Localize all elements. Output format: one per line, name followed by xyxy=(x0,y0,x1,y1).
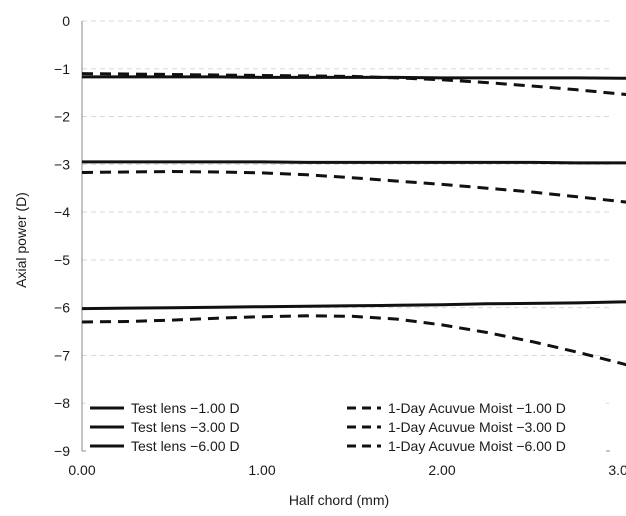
y-tick-label: −3 xyxy=(54,156,70,172)
y-tick-label: −2 xyxy=(54,109,70,125)
legend-label: Test lens −3.00 D xyxy=(131,419,240,435)
series-line-5 xyxy=(81,170,626,204)
x-axis-title: Half chord (mm) xyxy=(289,492,389,508)
x-tick-label: 2.00 xyxy=(428,462,455,478)
legend-label: 1-Day Acuvue Moist −3.00 D xyxy=(388,419,566,435)
y-tick-label: −9 xyxy=(54,443,70,459)
y-tick-label: −7 xyxy=(54,347,70,363)
x-tick-label: 1.00 xyxy=(248,462,275,478)
x-tick-label: 0.00 xyxy=(68,462,95,478)
series-line-6 xyxy=(81,314,626,367)
legend-label: Test lens −1.00 D xyxy=(131,400,240,416)
y-axis-title: Axial power (D) xyxy=(13,192,29,288)
legend-label: 1-Day Acuvue Moist −6.00 D xyxy=(388,438,566,454)
y-tick-label: 0 xyxy=(62,13,70,29)
series-line-3 xyxy=(81,300,626,311)
legend: Test lens −1.00 D Test lens −3.00 D Test l… xyxy=(86,396,606,454)
series-line-4 xyxy=(81,72,626,96)
y-tick-label: −5 xyxy=(54,252,70,268)
series-lines xyxy=(81,72,626,367)
series-line-2 xyxy=(82,160,626,165)
legend-background xyxy=(86,396,606,452)
y-tick-label: −1 xyxy=(54,61,70,77)
y-tick-label: −6 xyxy=(54,300,70,316)
y-tick-label: −8 xyxy=(54,395,70,411)
tick-labels: 0 −1 −2 −3 −4 −5 −6 −7 −8 −9 0.00 1.00 2.00 3.00 xyxy=(54,13,626,478)
legend-label: Test lens −6.00 D xyxy=(131,438,240,454)
y-tick-label: −4 xyxy=(54,204,70,220)
x-tick-label: 3.00 xyxy=(608,462,626,478)
legend-label: 1-Day Acuvue Moist −1.00 D xyxy=(388,400,566,416)
